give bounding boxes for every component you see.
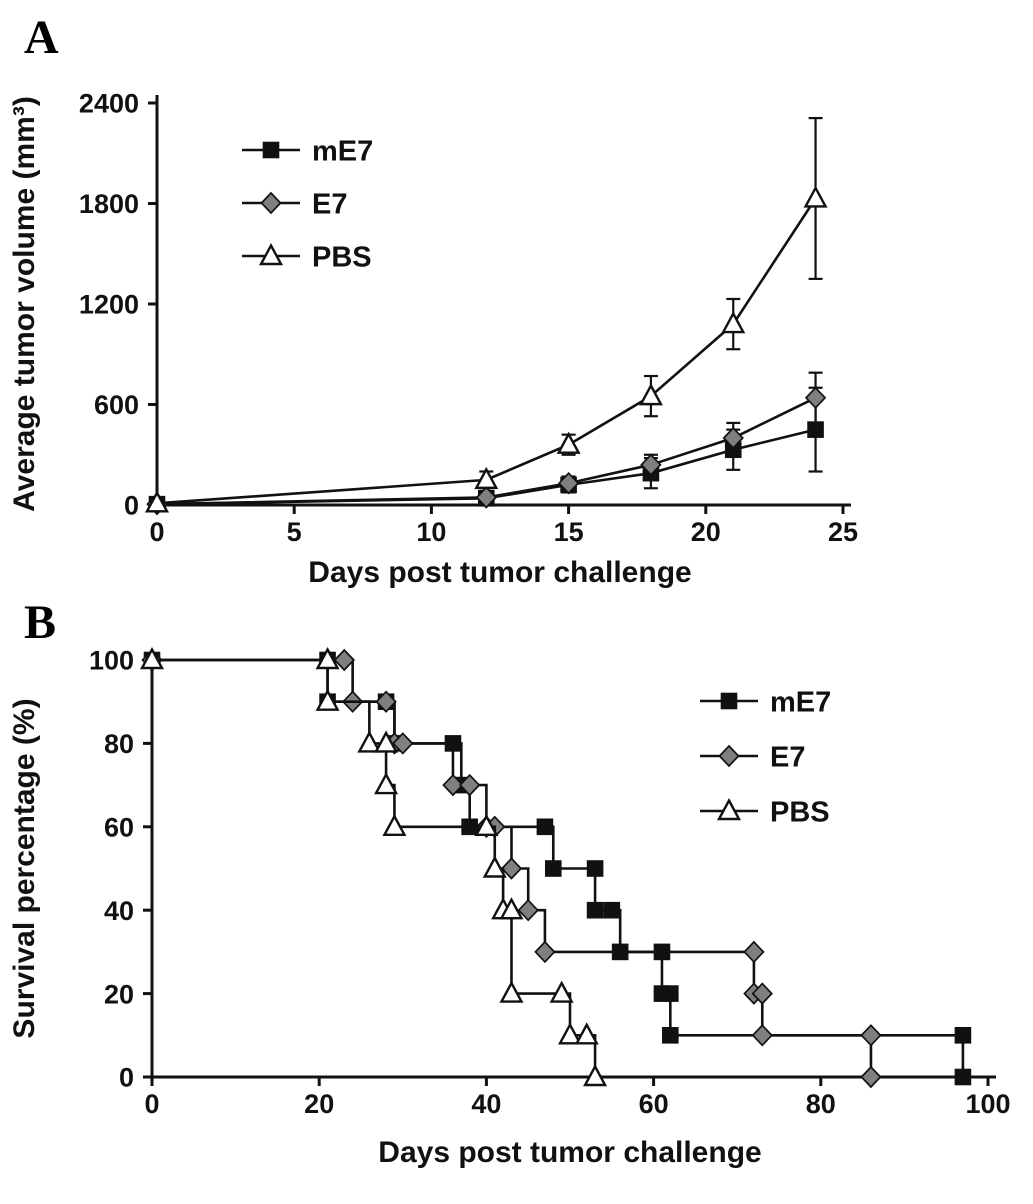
legend-square-icon [262, 141, 280, 159]
y-tick-label: 20 [104, 979, 134, 1009]
legend-label-mE7: mE7 [770, 686, 831, 718]
triangle-marker-PBS [499, 897, 524, 920]
triangle-marker-PBS [474, 813, 499, 837]
square-marker-mE7 [954, 1068, 972, 1086]
triangle-marker-PBS [803, 185, 828, 208]
triangle-marker-PBS [374, 772, 399, 795]
legend-label-PBS: PBS [312, 241, 372, 273]
x-tick-label: 60 [639, 1089, 669, 1119]
square-marker-mE7 [807, 421, 824, 438]
survival-chart: 0 20 40 60 80 100 0 20 40 60 80 100 Days post tumor … [8, 646, 1011, 1169]
legend-diamond-icon [260, 191, 282, 215]
y-tick-label: 100 [89, 646, 134, 676]
x-tick-label: 0 [144, 1089, 159, 1119]
panel-a: A 0 5 10 15 20 25 0 600 1200 1800 2400 Days post tu… [0, 0, 1033, 595]
diamond-marker-E7 [804, 386, 827, 410]
square-marker-mE7 [586, 860, 604, 877]
series-line-PBS [152, 658, 597, 1077]
diamond-marker-E7 [751, 1024, 773, 1047]
y-tick-label: 1800 [79, 189, 139, 219]
square-marker-mE7 [586, 901, 604, 919]
legend-label-mE7: mE7 [312, 135, 373, 167]
triangle-marker-PBS [139, 646, 165, 670]
tumor-volume-chart: 0 5 10 15 20 25 0 600 1200 1800 2400 Days post tumo… [8, 89, 858, 589]
y-tick-label: 1200 [79, 290, 139, 320]
legend-label-E7: E7 [312, 188, 347, 220]
legend-triangle-icon [258, 242, 284, 266]
diamond-marker-E7 [743, 940, 765, 964]
x-tick-label: 5 [287, 517, 302, 547]
diamond-marker-E7 [557, 471, 580, 495]
diamond-marker-E7 [375, 690, 397, 713]
square-marker-mE7 [954, 1026, 972, 1044]
triangle-marker-PBS [583, 1063, 608, 1087]
triangle-marker-PBS [549, 980, 574, 1003]
y-tick-label: 2400 [79, 89, 139, 119]
y-tick-label: 40 [104, 896, 134, 926]
y-axis-label: Survival percentage (%) [8, 698, 41, 1038]
square-marker-mE7 [662, 985, 679, 1002]
diamond-marker-E7 [722, 426, 744, 450]
panel-a-label: A [24, 11, 59, 64]
x-tick-label: 80 [806, 1089, 836, 1119]
triangle-marker-PBS [374, 730, 399, 753]
x-tick-label: 40 [471, 1089, 501, 1119]
square-marker-mE7 [544, 860, 562, 877]
diamond-marker-E7 [442, 773, 464, 797]
diamond-marker-E7 [751, 982, 773, 1005]
triangle-marker-PBS [357, 730, 382, 753]
square-marker-mE7 [662, 1026, 679, 1044]
x-tick-label: 0 [149, 517, 164, 547]
x-tick-label: 20 [691, 517, 721, 547]
diamond-marker-E7 [500, 857, 523, 880]
y-tick-label: 60 [104, 813, 134, 843]
triangle-marker-PBS [474, 466, 499, 490]
diamond-marker-E7 [459, 773, 481, 797]
square-marker-mE7 [603, 901, 621, 919]
diamond-marker-E7 [860, 1065, 882, 1089]
triangle-marker-PBS [721, 311, 746, 334]
y-axis-label: Average tumor volume (mm³) [8, 96, 41, 512]
x-tick-label: 10 [416, 517, 446, 547]
legend-label-PBS: PBS [770, 796, 830, 828]
legend-diamond-icon [718, 744, 740, 768]
x-tick-label: 15 [554, 517, 584, 547]
y-tick-label: 80 [104, 729, 134, 759]
y-tick-label: 0 [124, 491, 139, 521]
series-line-E7 [156, 396, 817, 506]
diamond-marker-E7 [392, 732, 414, 755]
x-tick-label: 20 [304, 1089, 334, 1119]
x-tick-label: 25 [828, 517, 858, 547]
triangle-marker-PBS [556, 431, 581, 454]
x-axis-label: Days post tumor challenge [308, 556, 691, 589]
diamond-marker-E7 [860, 1024, 882, 1047]
square-marker-mE7 [536, 818, 554, 836]
legend-triangle-icon [716, 797, 742, 821]
legend-square-icon [720, 692, 738, 710]
triangle-marker-PBS [482, 855, 507, 878]
diamond-marker-E7 [640, 453, 662, 477]
diamond-marker-E7 [534, 940, 556, 964]
y-tick-label: 0 [119, 1063, 134, 1093]
triangle-marker-PBS [315, 646, 340, 670]
x-tick-label: 100 [965, 1089, 1010, 1119]
panel-b: B 0 20 40 60 80 100 0 20 40 60 80 100 Days post tumo… [0, 595, 1033, 1204]
triangle-marker-PBS [315, 688, 340, 711]
diamond-marker-E7 [333, 648, 355, 672]
triangle-marker-PBS [574, 1022, 599, 1045]
diamond-marker-E7 [517, 898, 539, 922]
x-axis-label: Days post tumor challenge [378, 1136, 761, 1169]
triangle-marker-PBS [382, 813, 407, 837]
triangle-marker-PBS [557, 1022, 583, 1045]
triangle-marker-PBS [638, 383, 663, 406]
triangle-marker-PBS [144, 490, 170, 513]
legend-label-E7: E7 [770, 741, 805, 773]
panel-b-label: B [24, 596, 57, 649]
diamond-marker-E7 [475, 486, 497, 509]
triangle-marker-PBS [499, 980, 524, 1003]
series-line-PBS [156, 197, 817, 505]
y-tick-label: 600 [94, 390, 139, 420]
